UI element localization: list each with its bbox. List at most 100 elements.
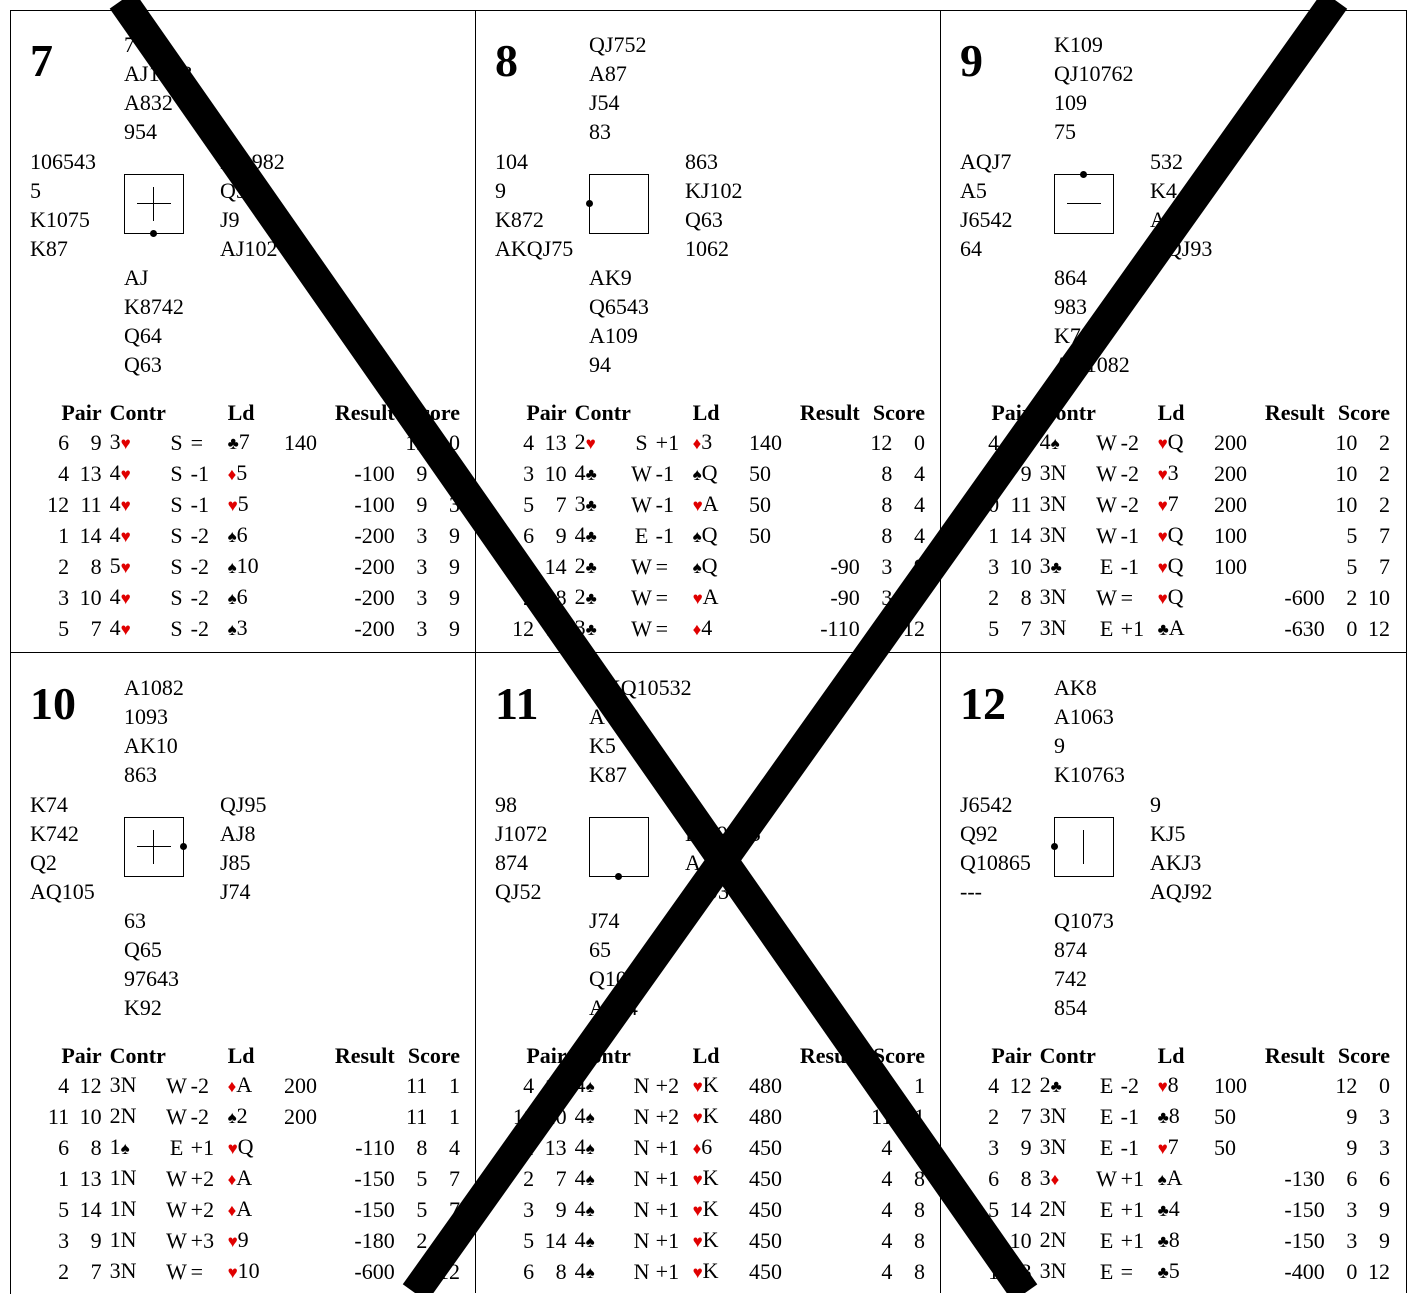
table-row: 6 8 3♦ W +1 ♠A -130 6 6 xyxy=(960,1163,1390,1194)
opening-lead: ♥K xyxy=(693,1194,749,1225)
contract-suit: ♥ xyxy=(120,434,131,453)
contract: 3N xyxy=(1032,520,1093,551)
matchpoints-ew: 7 xyxy=(449,1166,460,1191)
matchpoints-ew: 12 xyxy=(903,616,925,641)
hand-south: 864 983 K73 AK1082 xyxy=(1054,263,1130,379)
contract-suit: ♦ xyxy=(1050,1170,1060,1189)
suit-holding: J54 xyxy=(589,90,620,115)
suit-holding: AJ8 xyxy=(220,821,256,846)
lead-suit: ♦ xyxy=(227,1170,237,1189)
contract: 3N xyxy=(1032,1132,1093,1163)
pair-ew: 13 xyxy=(79,1166,102,1191)
contract: 3N xyxy=(1032,1256,1093,1287)
lead-suit: ♣ xyxy=(1157,1263,1169,1282)
lead-suit: ♣ xyxy=(1157,1201,1169,1220)
matchpoints-ns: 0 xyxy=(416,1259,428,1284)
declarer: W xyxy=(631,585,652,610)
board-number: 10 xyxy=(30,678,76,729)
opening-lead: ♣5 xyxy=(1158,1256,1214,1287)
tricks-result: -1 xyxy=(190,461,209,486)
score-ew xyxy=(808,1070,860,1101)
suit-holding: K10763 xyxy=(1054,762,1125,787)
hand-east: 532 K4 AQ8 AQJ93 xyxy=(1150,147,1212,263)
vulnerability-compass xyxy=(124,174,184,237)
score-ns xyxy=(284,1225,343,1256)
lead-suit: ♥ xyxy=(1157,558,1168,577)
contract-level: 4 xyxy=(574,1227,586,1252)
lead-card: A xyxy=(1168,615,1185,640)
tricks-result: -2 xyxy=(190,1104,209,1129)
tricks-result: = xyxy=(655,585,669,610)
tricks-result: -2 xyxy=(1120,461,1139,486)
column-divider xyxy=(1406,10,1407,1293)
score-ew xyxy=(808,520,860,551)
lead-card: 10 xyxy=(237,1258,260,1283)
table-row: 2 8 2♣ W = ♥A -90 3 9 xyxy=(495,582,925,613)
matchpoints-ew: 2 xyxy=(1379,430,1390,455)
suit-holding: A xyxy=(589,704,605,729)
pair-ew: 14 xyxy=(544,1228,567,1253)
tricks-result: +2 xyxy=(655,1073,680,1098)
contract: 2♣ xyxy=(567,551,628,582)
contract: 3N xyxy=(1032,489,1093,520)
lead-suit: ♠ xyxy=(692,558,702,577)
suit-holding: J9 xyxy=(220,207,240,232)
suit-holding: A109 xyxy=(589,323,638,348)
score-ew xyxy=(1273,489,1325,520)
results-table: Pair Contr Ld Result Score 4 12 3N W -2 … xyxy=(30,1041,460,1287)
suit-holding: K1075 xyxy=(30,207,90,232)
matchpoints-ns: 0 xyxy=(1346,616,1358,641)
tricks-result: -1 xyxy=(1120,1135,1139,1160)
tricks-result: = xyxy=(1120,1259,1134,1284)
matchpoints-ns: 9 xyxy=(416,492,428,517)
suit-holding: K87 xyxy=(589,762,627,787)
opening-lead: ♦A xyxy=(228,1163,284,1194)
score-ns xyxy=(284,458,343,489)
lead-suit: ♥ xyxy=(692,1077,703,1096)
score-ns xyxy=(284,1163,343,1194)
contract-level: 4 xyxy=(574,1258,586,1283)
declarer: W xyxy=(1096,492,1117,517)
hand-east: KQ982 Q9 J9 AJ102 xyxy=(220,147,285,263)
score-ew xyxy=(1273,458,1325,489)
contract: 3N xyxy=(1032,582,1093,613)
pair-ns: 4 xyxy=(988,1073,1000,1098)
table-row: 4 12 3N W -2 ♦A 200 11 1 xyxy=(30,1070,460,1101)
declarer: W xyxy=(166,1166,187,1191)
header-lead: Ld xyxy=(692,1043,720,1068)
suit-holding: 863 xyxy=(124,762,157,787)
declarer: S xyxy=(170,461,183,486)
vulnerable-ew-bar xyxy=(137,203,171,204)
pair-ew: 9 xyxy=(90,1228,102,1253)
declarer: S xyxy=(170,554,183,579)
score-ns xyxy=(1214,613,1273,644)
matchpoints-ew: 4 xyxy=(449,1135,460,1160)
contract-level: 3N xyxy=(1039,460,1067,485)
opening-lead: ♥A xyxy=(693,582,749,613)
suit-holding: KJ102 xyxy=(685,178,743,203)
pair-ew: 12 xyxy=(1009,430,1032,455)
suit-holding: Q65 xyxy=(124,937,162,962)
suit-holding: Q10865 xyxy=(960,850,1031,875)
contract-level: 5 xyxy=(109,553,121,578)
lead-suit: ♦ xyxy=(692,434,702,453)
matchpoints-ew: 9 xyxy=(914,585,925,610)
score-ns: 450 xyxy=(749,1197,783,1222)
contract-suit: ♣ xyxy=(585,558,597,577)
pair-ew: 10 xyxy=(1009,1228,1032,1253)
pair-ns: 5 xyxy=(58,616,70,641)
header-pair: Pair xyxy=(61,400,102,425)
pair-ew: 8 xyxy=(1020,1166,1032,1191)
lead-suit: ♠ xyxy=(227,620,237,639)
matchpoints-ew: 9 xyxy=(914,554,925,579)
score-ns xyxy=(284,489,343,520)
pair-ns: 6 xyxy=(988,461,1000,486)
table-row: 4 12 4♠ N +2 ♥K 480 11 1 xyxy=(495,1070,925,1101)
opening-lead: ♥Q xyxy=(228,1132,284,1163)
contract: 1N xyxy=(102,1225,163,1256)
contract: 3♦ xyxy=(1032,1163,1093,1194)
suit-holding: AK8 xyxy=(1054,675,1097,700)
contract: 5♥ xyxy=(102,551,163,582)
matchpoints-ns: 9 xyxy=(1346,1135,1358,1160)
pair-ns: 6 xyxy=(58,1135,70,1160)
